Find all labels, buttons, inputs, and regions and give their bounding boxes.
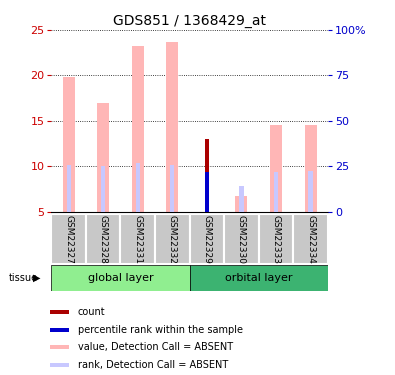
Bar xyxy=(155,214,190,264)
Text: value, Detection Call = ABSENT: value, Detection Call = ABSENT xyxy=(78,342,233,352)
Text: percentile rank within the sample: percentile rank within the sample xyxy=(78,325,243,334)
Bar xyxy=(120,214,155,264)
Bar xyxy=(136,163,140,212)
Bar xyxy=(86,214,120,264)
Bar xyxy=(308,171,312,212)
Bar xyxy=(239,186,243,212)
Text: global layer: global layer xyxy=(88,273,153,283)
Text: GSM22332: GSM22332 xyxy=(168,214,177,264)
Bar xyxy=(224,214,259,264)
Bar xyxy=(62,77,75,212)
Bar xyxy=(190,214,224,264)
Text: GSM22328: GSM22328 xyxy=(99,214,108,264)
Bar xyxy=(50,327,69,332)
Text: count: count xyxy=(78,307,105,317)
Bar xyxy=(51,214,86,264)
Bar xyxy=(50,345,69,350)
Bar xyxy=(259,214,293,264)
Bar xyxy=(132,46,144,212)
Bar xyxy=(305,124,317,212)
Bar xyxy=(50,310,69,314)
Bar xyxy=(205,172,209,212)
Text: GSM22334: GSM22334 xyxy=(306,214,315,264)
Bar xyxy=(51,265,190,291)
Text: tissue: tissue xyxy=(9,273,38,283)
Bar xyxy=(190,265,328,291)
Text: orbital layer: orbital layer xyxy=(225,273,292,283)
Text: GSM22329: GSM22329 xyxy=(202,214,211,264)
Text: GSM22327: GSM22327 xyxy=(64,214,73,264)
Bar xyxy=(97,103,109,212)
Text: GSM22331: GSM22331 xyxy=(133,214,142,264)
Bar xyxy=(270,126,282,212)
Bar xyxy=(235,195,248,212)
Bar xyxy=(205,139,209,212)
Text: ▶: ▶ xyxy=(33,273,40,283)
Bar xyxy=(166,42,179,212)
Text: GSM22330: GSM22330 xyxy=(237,214,246,264)
Title: GDS851 / 1368429_at: GDS851 / 1368429_at xyxy=(113,13,266,28)
Bar xyxy=(293,214,328,264)
Text: rank, Detection Call = ABSENT: rank, Detection Call = ABSENT xyxy=(78,360,228,370)
Bar xyxy=(101,166,105,212)
Bar xyxy=(50,363,69,367)
Bar xyxy=(170,165,174,212)
Bar xyxy=(274,172,278,212)
Text: GSM22333: GSM22333 xyxy=(271,214,280,264)
Bar xyxy=(66,165,71,212)
